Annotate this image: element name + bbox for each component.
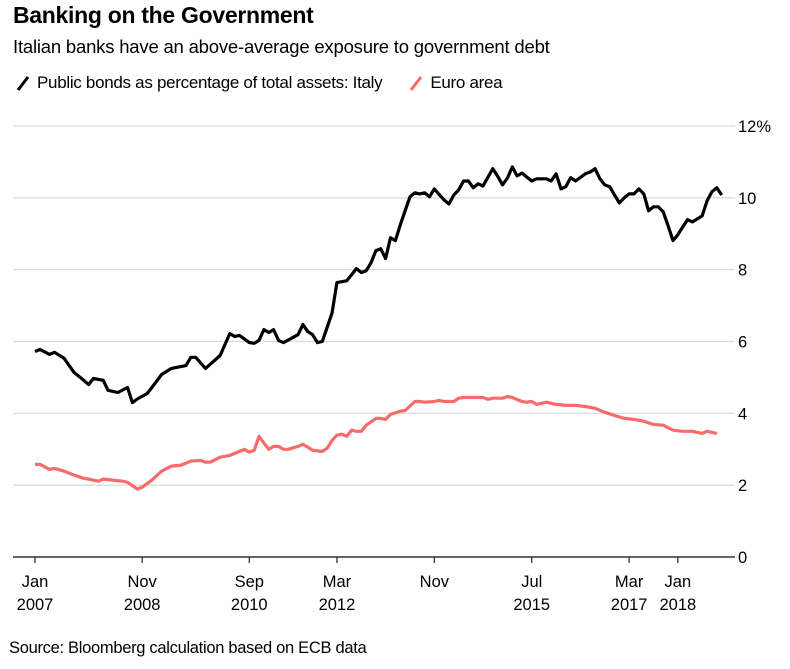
legend: Public bonds as percentage of total asse… [15, 73, 528, 93]
series-line-italy-points [34, 166, 722, 403]
x-tick-label-year: 2015 [513, 596, 550, 614]
x-tick-label-month: Mar [615, 573, 644, 591]
chart-title: Banking on the Government [13, 2, 314, 28]
legend-swatch-euro-icon [410, 76, 423, 91]
x-tick-label-month: Jul [521, 573, 542, 591]
x-tick-label-year: 2017 [611, 596, 648, 614]
legend-item-italy: Public bonds as percentage of total asse… [15, 73, 383, 93]
source-note: Source: Bloomberg calculation based on E… [9, 639, 367, 657]
legend-item-euro-area: Euro area [408, 73, 503, 93]
gridlines [13, 125, 735, 486]
y-tick-label-4: 4 [738, 405, 747, 423]
x-tick-label-year: 2018 [659, 596, 696, 614]
y-tick-label-0: 0 [738, 549, 747, 567]
legend-label-italy: Public bonds as percentage of total asse… [37, 73, 383, 92]
series-line-italy [34, 165, 724, 405]
series-line-euro-area [35, 394, 718, 491]
y-tick-label-12: 12% [738, 118, 771, 136]
legend-swatch-italy-icon [16, 76, 30, 91]
x-tick-label-month: Nov [127, 573, 157, 591]
y-tick-label-10: 10 [738, 190, 756, 208]
x-axis: Jan 2007 Nov 2008 Sep 2010 Mar 2012 Nov Jul 2015 Ma… [13, 556, 735, 614]
x-tick-label-year: 2010 [231, 596, 268, 614]
y-tick-label-6: 6 [738, 334, 747, 352]
x-tick-label-year: 2008 [124, 596, 161, 614]
y-tick-label-2: 2 [738, 477, 747, 495]
y-tick-label-8: 8 [738, 262, 747, 280]
x-tick-label-year: 2012 [319, 596, 356, 614]
x-tick-label-month: Mar [323, 573, 352, 591]
series [34, 165, 724, 491]
x-tick-label-year: 2007 [17, 596, 54, 614]
x-tick-label-month: Sep [235, 573, 264, 591]
x-tick-label-month: Jan [665, 573, 692, 591]
legend-label-euro-area: Euro area [430, 73, 503, 92]
y-axis-ticks: 0 2 4 6 8 10 12% [738, 118, 771, 567]
series-line-euro-area-points [34, 396, 717, 490]
x-tick-label-month: Nov [420, 573, 450, 591]
chart-subtitle: Italian banks have an above-average expo… [13, 36, 550, 57]
x-tick-label-month: Jan [22, 573, 49, 591]
